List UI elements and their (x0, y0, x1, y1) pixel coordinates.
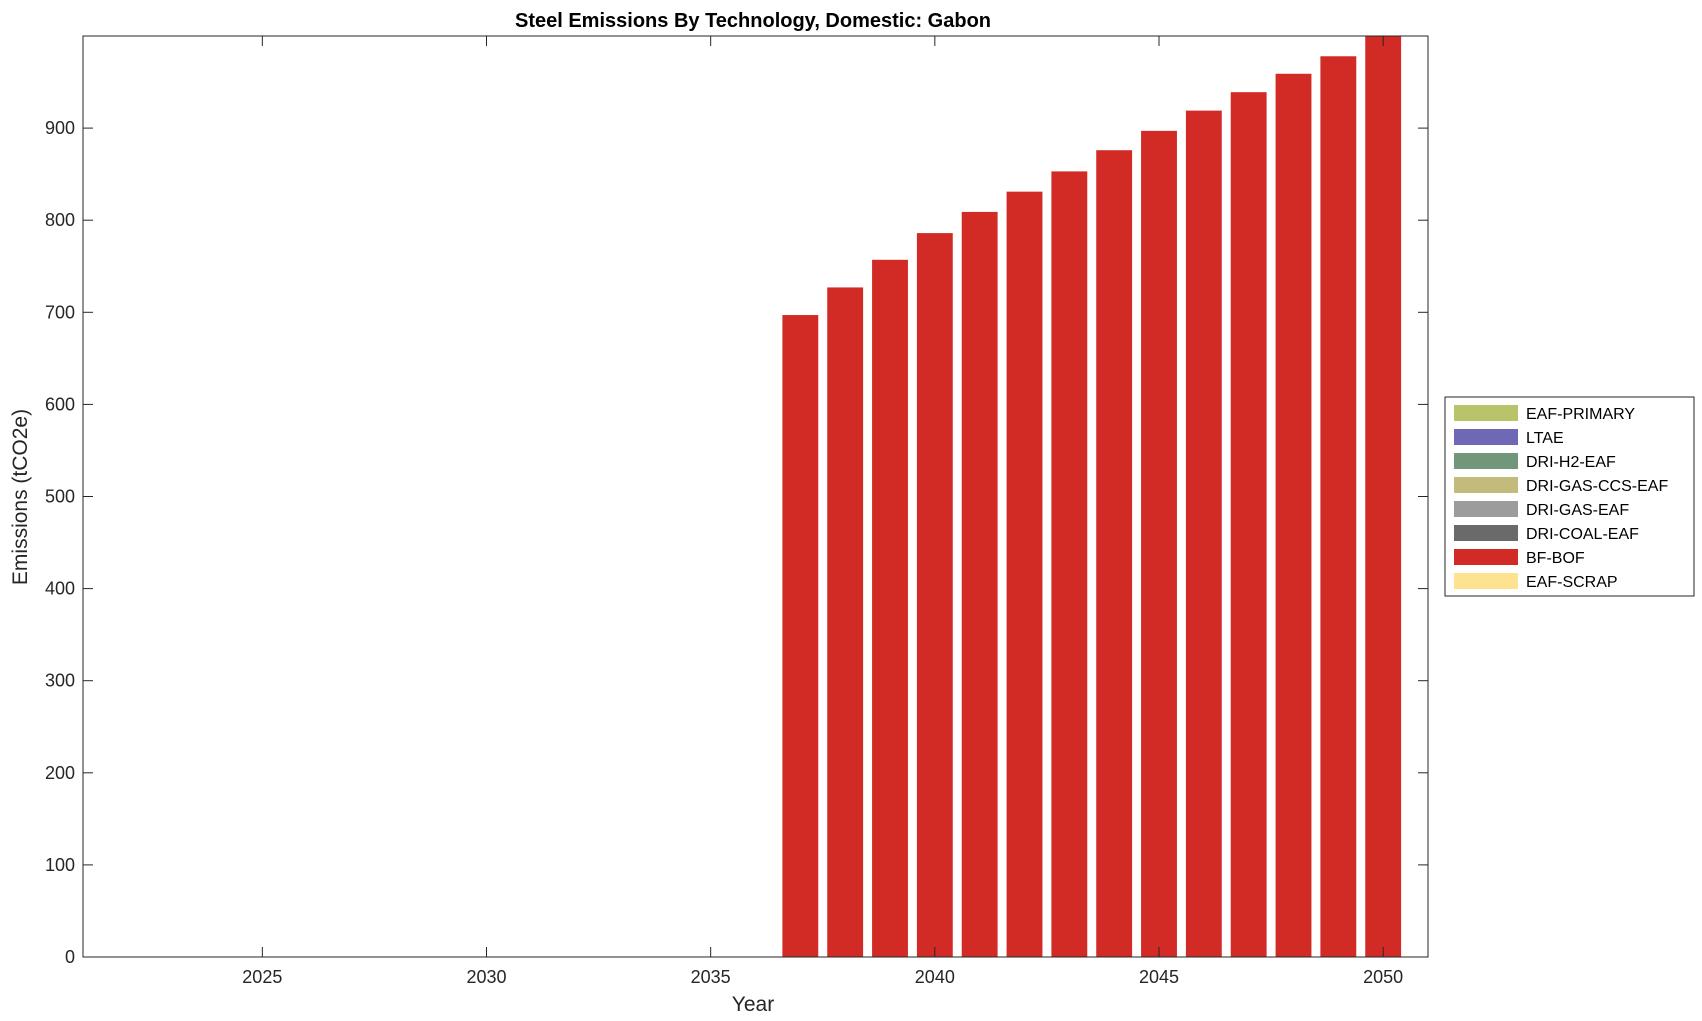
x-tick-label: 2045 (1139, 967, 1179, 987)
legend-label-eaf-scrap: EAF-SCRAP (1526, 574, 1618, 591)
bar-bf-bof-2039 (872, 259, 908, 957)
legend-label-dri-gas-eaf: DRI-GAS-EAF (1526, 502, 1629, 519)
y-tick-label: 800 (45, 210, 75, 230)
legend-swatch-eaf-primary (1454, 405, 1518, 421)
x-tick-label: 2030 (466, 967, 506, 987)
legend-label-dri-h2-eaf: DRI-H2-EAF (1526, 454, 1616, 471)
bar-bf-bof-2042 (1006, 191, 1043, 957)
bars-layer (782, 36, 1402, 958)
legend-swatch-eaf-scrap (1454, 573, 1518, 589)
legend-label-bf-bof: BF-BOF (1526, 550, 1585, 567)
chart-title: Steel Emissions By Technology, Domestic:… (515, 10, 991, 32)
y-tick-label: 900 (45, 118, 75, 138)
legend-swatch-dri-coal-eaf (1454, 525, 1518, 541)
bar-bf-bof-2041 (961, 211, 998, 957)
bar-bf-bof-2038 (827, 287, 864, 957)
bar-bf-bof-2045 (1141, 130, 1177, 958)
legend-label-ltae: LTAE (1526, 430, 1564, 447)
legend-label-dri-gas-ccs-eaf: DRI-GAS-CCS-EAF (1526, 478, 1668, 495)
y-tick-label: 100 (45, 855, 75, 875)
bar-bf-bof-2047 (1230, 92, 1267, 958)
legend-swatch-dri-h2-eaf (1454, 453, 1518, 469)
legend: EAF-PRIMARY LTAE DRI-H2-EAF DRI-GAS-CCS-EAF… (1444, 396, 1695, 597)
y-tick-label: 200 (45, 763, 75, 783)
bar-bf-bof-2049 (1320, 56, 1357, 957)
bar-bf-bof-2037 (782, 315, 819, 957)
legend-swatch-ltae (1454, 429, 1518, 445)
bar-bf-bof-2043 (1051, 171, 1088, 957)
x-tick-label: 2050 (1363, 967, 1403, 987)
legend-swatch-dri-gas-eaf (1454, 501, 1518, 517)
y-tick-label: 300 (45, 671, 75, 691)
bar-bf-bof-2050 (1365, 36, 1402, 957)
x-tick-label: 2025 (242, 967, 282, 987)
y-axis-ticks: 0 100 200 300 400 500 600 700 800 900 (45, 118, 1428, 967)
y-tick-label: 700 (45, 302, 75, 322)
legend-swatch-dri-gas-ccs-eaf (1454, 477, 1518, 493)
x-axis-label: Year (732, 993, 774, 1016)
y-tick-label: 500 (45, 487, 75, 507)
bar-bf-bof-2046 (1185, 110, 1222, 958)
bar-bf-bof-2048 (1275, 73, 1312, 957)
x-tick-label: 2040 (915, 967, 955, 987)
y-tick-label: 400 (45, 579, 75, 599)
legend-label-eaf-primary: EAF-PRIMARY (1526, 406, 1635, 423)
legend-label-dri-coal-eaf: DRI-COAL-EAF (1526, 526, 1639, 543)
y-axis-label: Emissions (tCO2e) (9, 409, 32, 585)
x-axis-ticks: 2025 2030 2035 2040 2045 2050 (242, 36, 1403, 987)
x-tick-label: 2035 (691, 967, 731, 987)
bar-bf-bof-2044 (1096, 150, 1133, 957)
bar-bf-bof-2040 (916, 233, 953, 958)
y-tick-label: 0 (65, 947, 75, 967)
y-tick-label: 600 (45, 394, 75, 414)
plot-area-frame (82, 35, 1429, 958)
legend-swatch-bf-bof (1454, 549, 1518, 565)
